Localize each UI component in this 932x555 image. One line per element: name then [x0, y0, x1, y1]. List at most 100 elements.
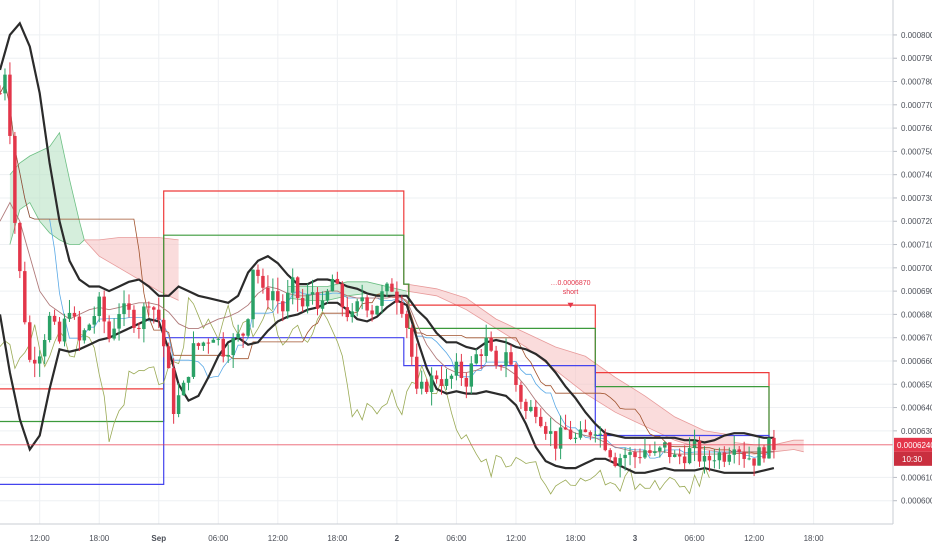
- level-line-level_green: [0, 234, 770, 441]
- candle-up: [216, 338, 221, 340]
- y-tick-label: 0.0006700: [901, 334, 932, 343]
- candle-down: [762, 447, 766, 459]
- candle-down: [494, 350, 498, 366]
- candle-up: [62, 318, 67, 342]
- countdown-label: 10:30: [902, 455, 923, 464]
- candle-up: [271, 291, 275, 301]
- candle-down: [127, 303, 131, 310]
- candle-down: [613, 457, 617, 467]
- candle-down: [553, 431, 558, 449]
- candle-down: [439, 379, 444, 386]
- y-tick-label: 0.0006900: [901, 287, 932, 296]
- candle-down: [335, 278, 340, 284]
- candle-up: [92, 316, 96, 325]
- candle-up: [385, 283, 389, 292]
- candle-down: [206, 342, 211, 344]
- x-tick-label: 18:00: [565, 534, 586, 543]
- candle-up: [618, 458, 622, 467]
- candle-up: [593, 434, 598, 436]
- x-tick-label: 18:00: [89, 534, 110, 543]
- y-tick-label: 0.0007400: [901, 171, 932, 180]
- candle-up: [350, 311, 354, 318]
- y-tick-label: 0.0007000: [901, 264, 932, 273]
- candle-down: [410, 327, 414, 357]
- cloud-edge-top: [406, 283, 735, 436]
- candle-up: [672, 454, 677, 457]
- candle-up: [653, 451, 657, 454]
- y-tick-label: 0.0007500: [901, 147, 932, 156]
- candle-down: [390, 283, 394, 292]
- x-tick-label: 3: [633, 534, 638, 543]
- candle-up: [732, 449, 736, 455]
- candle-down: [682, 456, 687, 464]
- x-tick-label: 2: [395, 534, 400, 543]
- candle-down: [514, 364, 518, 385]
- cloud-edge-top: [9, 131, 85, 241]
- candle-up: [236, 333, 240, 338]
- cloud-edge-bottom: [9, 202, 85, 245]
- candle-up: [548, 431, 553, 434]
- axes: 0.0008000 0.0007900 0.0007800 0.0007700 0.00…: [0, 0, 932, 543]
- candle-up: [42, 339, 47, 357]
- candle-up: [251, 269, 255, 320]
- candle-up: [142, 306, 146, 330]
- candle-up: [211, 339, 216, 343]
- candle-up: [286, 292, 290, 312]
- candle-up: [484, 337, 488, 357]
- candle-down: [638, 457, 642, 459]
- annotation-text: short: [563, 289, 579, 296]
- y-tick-label: 0.0006400: [901, 404, 932, 413]
- candle-up: [454, 361, 459, 376]
- candle-down: [524, 401, 528, 411]
- candle-down: [256, 269, 260, 276]
- x-tick-label: 06:00: [446, 534, 467, 543]
- x-tick-label: 18:00: [804, 534, 825, 543]
- countdown-badge: [894, 451, 932, 466]
- candle-up: [578, 429, 583, 438]
- annotations: …0.0006870 short: [0, 280, 893, 446]
- candle-down: [137, 327, 141, 330]
- candle-up: [231, 337, 235, 355]
- candle-up: [112, 328, 116, 339]
- candle-up: [687, 448, 692, 464]
- candle-down: [479, 354, 483, 357]
- candle-down: [8, 74, 12, 136]
- candle-up: [767, 437, 771, 459]
- candle-up: [429, 375, 434, 392]
- x-tick-label: 12:00: [268, 534, 289, 543]
- candle-down: [707, 455, 712, 461]
- candle-up: [444, 378, 449, 386]
- candle-up: [360, 297, 364, 302]
- candle-down: [107, 321, 111, 339]
- candle-down: [543, 426, 548, 434]
- candle-up: [717, 452, 722, 461]
- candle-down: [464, 378, 469, 387]
- candle-down: [648, 450, 652, 454]
- candle-down: [677, 454, 682, 457]
- candle-up: [37, 356, 42, 364]
- x-tick-label: 12:00: [30, 534, 51, 543]
- candle-down: [171, 368, 176, 414]
- candle-up: [658, 447, 662, 452]
- cloud-bull: [9, 132, 85, 245]
- last-price-badge: [894, 437, 932, 452]
- y-tick-label: 0.0007600: [901, 124, 932, 133]
- candle-up: [246, 319, 250, 336]
- candle-down: [459, 361, 464, 379]
- y-tick-label: 0.0006300: [901, 427, 932, 436]
- candle-up: [628, 452, 632, 455]
- candle-up: [727, 454, 732, 462]
- candle-up: [558, 427, 563, 449]
- x-tick-label: 06:00: [685, 534, 706, 543]
- candle-down: [583, 429, 588, 433]
- candle-down: [102, 296, 106, 322]
- candle-down: [697, 440, 702, 462]
- candle-down: [752, 458, 756, 466]
- cloud-edge-top: [84, 237, 179, 241]
- candle-down: [772, 437, 776, 450]
- candle-up: [643, 450, 647, 458]
- candle-down: [0, 93, 2, 95]
- candle-down: [241, 333, 245, 336]
- candle-down: [633, 452, 637, 458]
